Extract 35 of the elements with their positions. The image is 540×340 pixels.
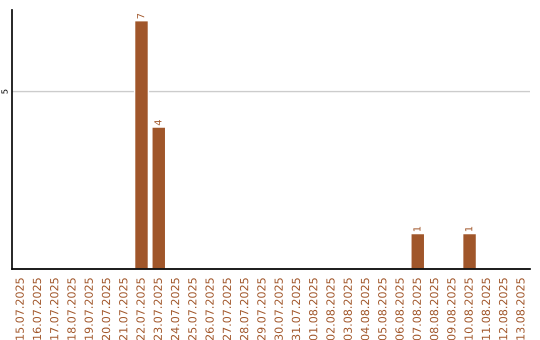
x-tick-label: 25.07.2025 (188, 278, 197, 340)
x-tick-label: 18.07.2025 (67, 278, 76, 340)
x-tick-label: 23.07.2025 (154, 278, 162, 340)
data-label: 4 (154, 120, 162, 126)
x-tick-label: 05.08.2025 (378, 278, 386, 340)
x-tick-label: 20.07.2025 (102, 278, 110, 340)
x-tick-label: 31.07.2025 (292, 278, 300, 340)
x-tick-label: 26.07.2025 (205, 278, 214, 340)
x-tick-label: 09.08.2025 (447, 278, 456, 340)
x-tick-label: 22.07.2025 (136, 278, 145, 340)
x-tick-label: 16.07.2025 (32, 278, 42, 340)
x-tick-label: 24.07.2025 (170, 278, 180, 340)
x-tick-label: 04.08.2025 (360, 278, 370, 340)
x-tick-label: 06.08.2025 (395, 278, 404, 340)
x-tick-label: 13.08.2025 (516, 278, 525, 340)
y-tick-label: 5 (1, 90, 8, 94)
data-label: 1 (465, 226, 472, 232)
x-tick-label: 10.08.2025 (464, 278, 473, 340)
x-tick-label: 19.07.2025 (84, 278, 93, 340)
x-tick-label: 11.08.2025 (482, 278, 490, 340)
x-tick-label: 12.08.2025 (498, 278, 508, 340)
x-tick-label: 01.08.2025 (308, 278, 318, 340)
x-tick-label: 02.08.2025 (326, 278, 335, 340)
x-tick-label: 07.08.2025 (412, 278, 421, 340)
x-tick-label: 08.08.2025 (430, 278, 438, 340)
x-tick-label: 15.07.2025 (15, 278, 24, 340)
x-tick-label: 30.07.2025 (274, 278, 283, 340)
x-tick-label: 17.07.2025 (50, 278, 58, 340)
x-tick-label: 21.07.2025 (119, 278, 128, 340)
x-tick-label: 03.08.2025 (344, 278, 352, 340)
data-label: 1 (413, 226, 420, 232)
x-tick-label: 27.07.2025 (222, 278, 232, 340)
data-label: 7 (137, 14, 144, 18)
x-tick-label: 28.07.2025 (240, 278, 248, 340)
x-tick-label: 29.07.2025 (257, 278, 266, 340)
